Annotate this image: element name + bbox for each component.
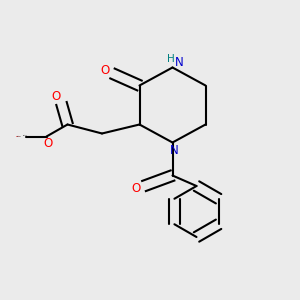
Text: O: O <box>44 136 52 150</box>
Text: O: O <box>100 64 109 77</box>
Text: methyl: methyl <box>22 135 27 136</box>
Text: N: N <box>175 56 184 70</box>
Text: N: N <box>169 144 178 158</box>
Text: methyl: methyl <box>16 136 21 137</box>
Text: H: H <box>167 54 175 64</box>
Text: O: O <box>51 90 60 104</box>
Text: O: O <box>132 182 141 196</box>
Text: methyl: methyl <box>16 136 20 137</box>
